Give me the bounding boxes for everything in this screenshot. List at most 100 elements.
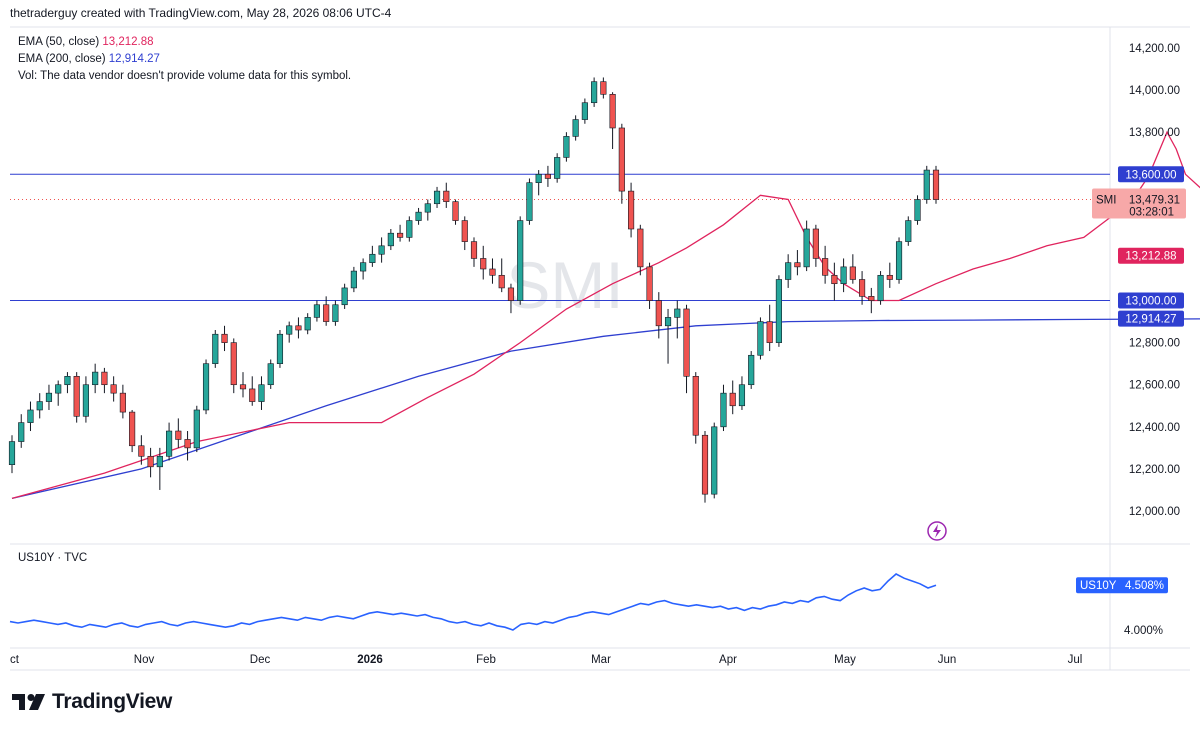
- candle[interactable]: [202, 359, 210, 415]
- candle[interactable]: [572, 115, 579, 141]
- candle[interactable]: [748, 351, 755, 389]
- candle[interactable]: [119, 384, 126, 419]
- candle[interactable]: [8, 435, 16, 474]
- candle[interactable]: [507, 283, 515, 314]
- candle[interactable]: [332, 300, 339, 326]
- candle[interactable]: [184, 431, 191, 461]
- candle[interactable]: [785, 254, 792, 288]
- candle[interactable]: [36, 393, 43, 419]
- candle[interactable]: [452, 199, 459, 225]
- candle[interactable]: [812, 224, 819, 267]
- candle[interactable]: [18, 414, 25, 448]
- candle[interactable]: [212, 330, 219, 368]
- candle[interactable]: [591, 77, 598, 107]
- candle[interactable]: [895, 237, 903, 284]
- us10y-legend[interactable]: US10Y · TVC: [18, 552, 88, 564]
- candle[interactable]: [563, 132, 570, 162]
- candle[interactable]: [461, 216, 468, 251]
- candle[interactable]: [729, 380, 736, 415]
- candle[interactable]: [905, 216, 912, 246]
- candle[interactable]: [129, 409, 136, 453]
- candle[interactable]: [286, 321, 293, 343]
- candle[interactable]: [304, 313, 311, 335]
- candle[interactable]: [664, 308, 672, 364]
- candle[interactable]: [45, 384, 53, 410]
- candle[interactable]: [803, 220, 810, 272]
- tradingview-logo[interactable]: TradingView: [12, 690, 172, 714]
- candle[interactable]: [175, 418, 182, 448]
- candle[interactable]: [360, 258, 367, 280]
- candle[interactable]: [618, 123, 625, 204]
- candle[interactable]: [73, 372, 80, 423]
- candle[interactable]: [101, 367, 108, 394]
- candle[interactable]: [443, 182, 450, 208]
- candle[interactable]: [433, 186, 441, 208]
- candle[interactable]: [350, 266, 357, 293]
- candle[interactable]: [692, 372, 699, 444]
- candle[interactable]: [249, 376, 256, 406]
- candle[interactable]: [655, 292, 662, 339]
- candle[interactable]: [766, 304, 773, 352]
- candle[interactable]: [701, 431, 709, 503]
- candle[interactable]: [554, 153, 561, 183]
- candle[interactable]: [323, 296, 330, 326]
- candle[interactable]: [221, 325, 228, 352]
- candle[interactable]: [609, 92, 616, 150]
- candle[interactable]: [932, 165, 940, 204]
- candle[interactable]: [387, 228, 394, 251]
- candle[interactable]: [489, 258, 496, 284]
- candle[interactable]: [637, 224, 644, 276]
- candle[interactable]: [82, 376, 89, 423]
- candle[interactable]: [581, 98, 588, 124]
- candle[interactable]: [369, 245, 376, 267]
- candle[interactable]: [886, 262, 893, 288]
- candle[interactable]: [526, 178, 533, 225]
- candle[interactable]: [923, 165, 930, 204]
- candle[interactable]: [64, 372, 71, 394]
- candle[interactable]: [831, 262, 838, 301]
- candle[interactable]: [480, 245, 487, 280]
- candle[interactable]: [535, 170, 542, 196]
- candle[interactable]: [628, 182, 635, 238]
- candle[interactable]: [110, 376, 117, 402]
- candle[interactable]: [230, 338, 237, 394]
- candle[interactable]: [27, 401, 34, 432]
- candle[interactable]: [849, 254, 856, 284]
- candle[interactable]: [424, 199, 431, 221]
- candle[interactable]: [868, 287, 875, 314]
- lightning-icon[interactable]: [927, 521, 947, 541]
- candle[interactable]: [498, 258, 505, 293]
- candle[interactable]: [239, 372, 247, 398]
- candle[interactable]: [295, 317, 302, 339]
- candle[interactable]: [341, 283, 348, 309]
- candle[interactable]: [166, 422, 173, 461]
- candle[interactable]: [914, 195, 921, 225]
- candle[interactable]: [470, 237, 478, 267]
- candle[interactable]: [877, 271, 884, 305]
- ema200-legend-row[interactable]: EMA (200, close) 12,914.27: [18, 51, 351, 68]
- candle[interactable]: [193, 405, 200, 453]
- candle[interactable]: [646, 262, 653, 309]
- candle[interactable]: [92, 363, 99, 394]
- ema50-legend-row[interactable]: EMA (50, close) 13,212.88: [18, 34, 351, 51]
- candle[interactable]: [600, 77, 607, 99]
- candle[interactable]: [711, 422, 718, 499]
- candle[interactable]: [276, 330, 284, 368]
- candle[interactable]: [683, 304, 690, 394]
- candle[interactable]: [147, 447, 154, 478]
- candle[interactable]: [720, 384, 727, 432]
- candle[interactable]: [859, 271, 866, 305]
- candle[interactable]: [55, 380, 62, 406]
- candle[interactable]: [517, 216, 524, 305]
- candle[interactable]: [775, 275, 782, 347]
- candle[interactable]: [397, 224, 404, 242]
- candle[interactable]: [258, 376, 265, 410]
- candle[interactable]: [840, 258, 847, 293]
- candle[interactable]: [267, 359, 274, 389]
- candle[interactable]: [406, 216, 413, 242]
- candle[interactable]: [757, 317, 764, 360]
- candle[interactable]: [738, 376, 746, 410]
- candle[interactable]: [794, 250, 801, 276]
- candle[interactable]: [822, 245, 829, 284]
